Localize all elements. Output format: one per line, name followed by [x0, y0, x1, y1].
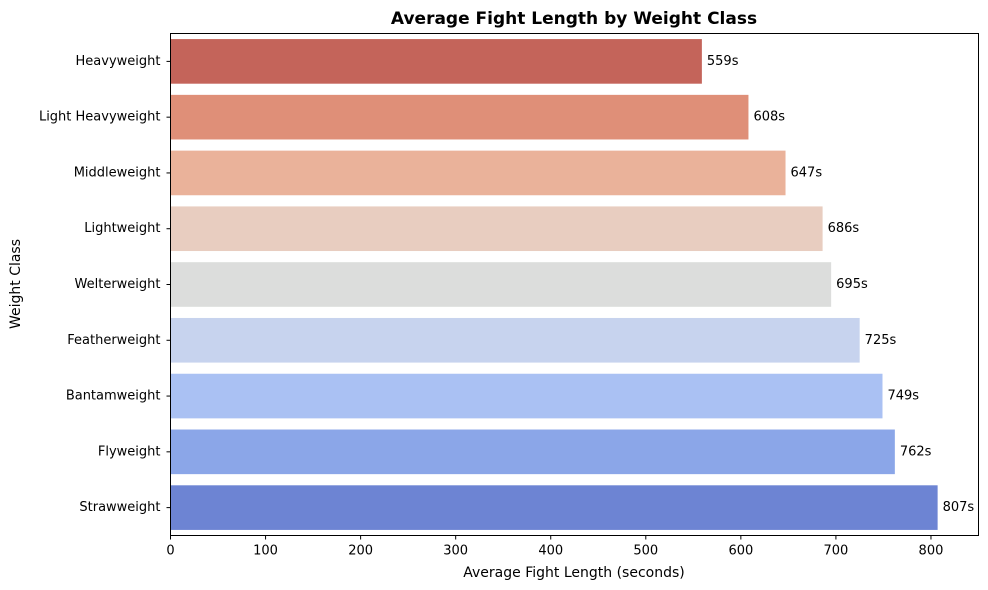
x-tick-label: 700: [823, 544, 848, 559]
plot-frame: [170, 33, 979, 536]
y-tick-label: Middleweight: [74, 165, 161, 180]
y-tick-label: Flyweight: [98, 444, 161, 459]
bar-value-label: 807s: [943, 500, 975, 515]
bar-value-label: 762s: [900, 444, 932, 459]
x-axis-label: Average Fight Length (seconds): [463, 565, 684, 581]
x-tick-label: 600: [728, 544, 753, 559]
value-labels-group: 559s 608s 647s 686s 695s 725s 749s 762s 807s: [707, 54, 975, 515]
bar: [170, 373, 883, 419]
x-tick-label: 100: [253, 544, 278, 559]
y-tick-label: Heavyweight: [76, 54, 161, 69]
bar: [170, 206, 823, 252]
bar: [170, 485, 938, 530]
bar: [170, 429, 895, 475]
y-tick-label: Bantamweight: [66, 389, 161, 404]
x-tick-label: 800: [919, 544, 944, 559]
bar: [170, 317, 860, 363]
x-axis-ticks: 0 100 200 300 400 500 600 700 800: [166, 535, 944, 559]
y-tick-label: Strawweight: [79, 500, 160, 515]
chart-title: Average Fight Length by Weight Class: [391, 9, 757, 29]
bar: [170, 94, 749, 140]
x-tick-label: 500: [633, 544, 658, 559]
y-tick-label: Light Heavyweight: [39, 110, 161, 125]
bar: [170, 262, 832, 307]
bar-value-label: 686s: [828, 221, 860, 236]
bar-value-label: 695s: [836, 277, 868, 292]
bar-value-label: 559s: [707, 54, 739, 69]
bar: [170, 39, 702, 84]
y-tick-label: Welterweight: [75, 277, 161, 292]
bar-value-label: 608s: [753, 110, 785, 125]
bar-value-label: 647s: [791, 165, 823, 180]
bars-group: [170, 39, 938, 530]
bar-value-label: 725s: [865, 333, 897, 348]
y-tick-label: Lightweight: [84, 221, 160, 236]
x-tick-label: 400: [538, 544, 563, 559]
bar: [170, 150, 786, 196]
x-tick-label: 200: [348, 544, 373, 559]
y-axis-label: Weight Class: [8, 239, 24, 329]
x-tick-label: 300: [443, 544, 468, 559]
bar-value-label: 749s: [887, 389, 919, 404]
y-axis-ticks: Heavyweight Light Heavyweight Middleweight…: [39, 54, 171, 515]
x-tick-label: 0: [166, 544, 174, 559]
y-tick-label: Featherweight: [67, 333, 160, 348]
